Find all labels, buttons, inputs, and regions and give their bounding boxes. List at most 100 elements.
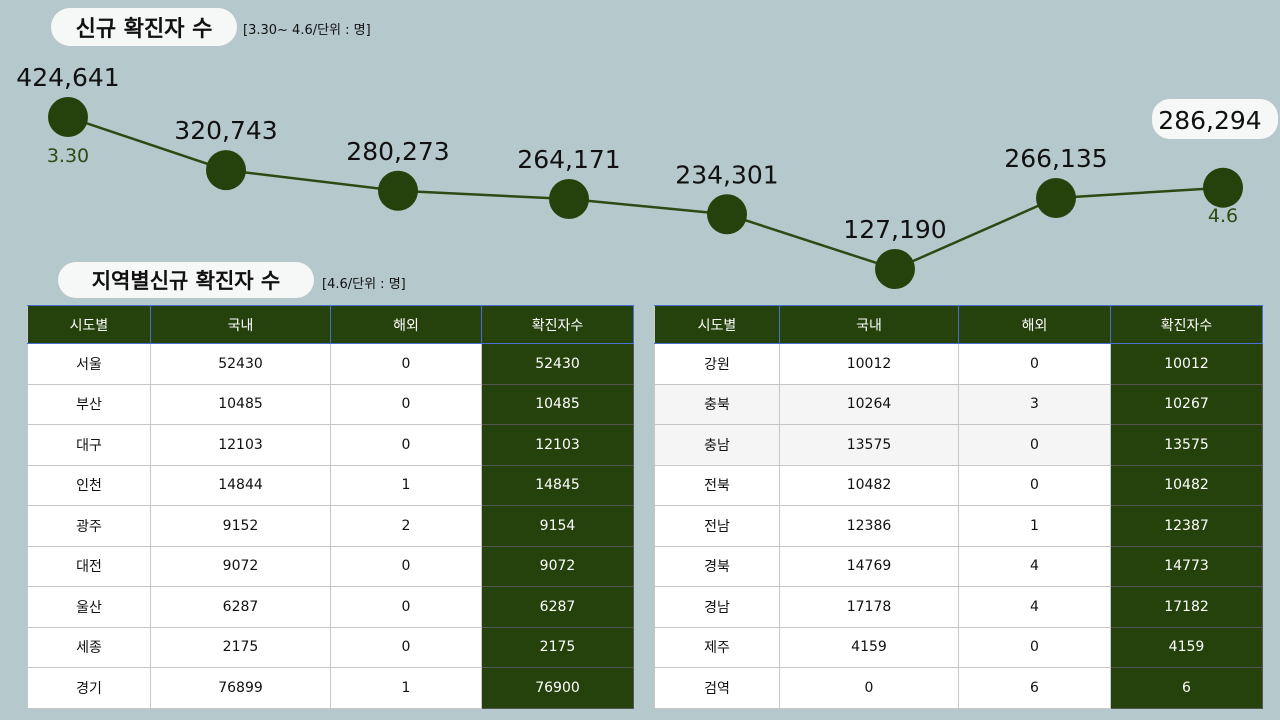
- header-domestic: 국내: [150, 305, 331, 344]
- table-row: 전북 10482 0 10482: [654, 464, 1263, 506]
- domestic-cell: 13575: [779, 424, 959, 466]
- data-point: [1036, 177, 1076, 218]
- chart-subtitle: [3.30~ 4.6/단위 : 명]: [243, 23, 371, 38]
- table-subtitle: [4.6/단위 : 명]: [322, 277, 406, 292]
- domestic-cell: 12386: [779, 505, 959, 547]
- header-overseas: 해외: [958, 305, 1111, 344]
- domestic-cell: 6287: [150, 586, 331, 628]
- region-cell: 제주: [654, 626, 780, 668]
- table-row: 서울 52430 0 52430: [27, 343, 634, 385]
- region-cell: 인천: [27, 464, 151, 506]
- value-label: 127,190: [843, 215, 946, 244]
- total-cell: 12103: [481, 424, 634, 466]
- overseas-cell: 1: [958, 505, 1111, 547]
- line-chart: 424,641 320,743 280,273 264,171 234,301 127,1…: [16, 63, 1278, 289]
- domestic-cell: 9072: [150, 545, 331, 587]
- total-cell: 6: [1110, 667, 1263, 709]
- overseas-cell: 3: [958, 383, 1111, 425]
- header-total: 확진자수: [481, 305, 634, 344]
- domestic-cell: 9152: [150, 505, 331, 547]
- value-label: 320,743: [174, 116, 277, 145]
- region-cell: 울산: [27, 586, 151, 628]
- total-cell: 14845: [481, 464, 634, 506]
- overseas-cell: 4: [958, 586, 1111, 628]
- total-cell: 10485: [481, 383, 634, 425]
- region-cell: 부산: [27, 383, 151, 425]
- domestic-cell: 17178: [779, 586, 959, 628]
- overseas-cell: 0: [958, 343, 1111, 385]
- overseas-cell: 4: [958, 545, 1111, 587]
- overseas-cell: 1: [330, 667, 482, 709]
- domestic-cell: 76899: [150, 667, 331, 709]
- overseas-cell: 0: [958, 626, 1111, 668]
- total-cell: 13575: [1110, 424, 1263, 466]
- total-cell: 2175: [481, 626, 634, 668]
- table-row: 강원 10012 0 10012: [654, 343, 1263, 385]
- domestic-cell: 10012: [779, 343, 959, 385]
- region-cell: 전북: [654, 464, 780, 506]
- region-cell: 검역: [654, 667, 780, 709]
- domestic-cell: 14769: [779, 545, 959, 587]
- domestic-cell: 0: [779, 667, 959, 709]
- chart-title: 신규 확진자 수: [51, 8, 237, 46]
- region-cell: 경북: [654, 545, 780, 587]
- overseas-cell: 0: [958, 464, 1111, 506]
- table-row: 검역 0 6 6: [654, 667, 1263, 709]
- overseas-cell: 6: [958, 667, 1111, 709]
- overseas-cell: 0: [330, 343, 482, 385]
- overseas-cell: 2: [330, 505, 482, 547]
- domestic-cell: 52430: [150, 343, 331, 385]
- overseas-cell: 0: [330, 545, 482, 587]
- region-cell: 충북: [654, 383, 780, 425]
- header-overseas: 해외: [330, 305, 482, 344]
- total-cell: 52430: [481, 343, 634, 385]
- table-row: 대전 9072 0 9072: [27, 545, 634, 587]
- overseas-cell: 0: [330, 383, 482, 425]
- table-row: 광주 9152 2 9154: [27, 505, 634, 547]
- domestic-cell: 12103: [150, 424, 331, 466]
- region-table-right: 시도별 국내 해외 확진자수 강원 10012 0 10012 충북 10264 3 1026…: [654, 305, 1263, 709]
- total-cell: 9154: [481, 505, 634, 547]
- region-cell: 서울: [27, 343, 151, 385]
- table-row: 경남 17178 4 17182: [654, 586, 1263, 628]
- x-label-first: 3.30: [47, 145, 89, 167]
- data-point: [1203, 167, 1243, 208]
- table-row: 충남 13575 0 13575: [654, 424, 1263, 466]
- overseas-cell: 0: [330, 424, 482, 466]
- region-cell: 전남: [654, 505, 780, 547]
- total-cell: 4159: [1110, 626, 1263, 668]
- value-label: 424,641: [16, 63, 119, 92]
- data-point: [549, 179, 589, 220]
- header-region: 시도별: [27, 305, 151, 344]
- domestic-cell: 10264: [779, 383, 959, 425]
- overseas-cell: 0: [330, 586, 482, 628]
- overseas-cell: 1: [330, 464, 482, 506]
- region-cell: 대구: [27, 424, 151, 466]
- data-point: [707, 194, 747, 235]
- overseas-cell: 0: [330, 626, 482, 668]
- region-cell: 경남: [654, 586, 780, 628]
- value-label: 264,171: [517, 145, 620, 174]
- domestic-cell: 4159: [779, 626, 959, 668]
- table-row: 인천 14844 1 14845: [27, 464, 634, 506]
- series-line: [67, 115, 1224, 271]
- region-table-left: 시도별 국내 해외 확진자수 서울 52430 0 52430 부산 10485 0 1048…: [27, 305, 634, 709]
- data-point: [875, 249, 915, 289]
- table-row: 경기 76899 1 76900: [27, 667, 634, 709]
- domestic-cell: 10485: [150, 383, 331, 425]
- table-row: 충북 10264 3 10267: [654, 383, 1263, 425]
- highlight-pill: [1152, 99, 1278, 139]
- region-cell: 강원: [654, 343, 780, 385]
- region-cell: 세종: [27, 626, 151, 668]
- x-label-last: 4.6: [1208, 205, 1238, 227]
- domestic-cell: 2175: [150, 626, 331, 668]
- total-cell: 10012: [1110, 343, 1263, 385]
- value-label: 234,301: [675, 160, 778, 189]
- value-label: 280,273: [346, 137, 449, 166]
- table-row: 부산 10485 0 10485: [27, 383, 634, 425]
- region-cell: 경기: [27, 667, 151, 709]
- overseas-cell: 0: [958, 424, 1111, 466]
- region-cell: 대전: [27, 545, 151, 587]
- data-point: [378, 170, 418, 211]
- table-title: 지역별신규 확진자 수: [58, 262, 314, 298]
